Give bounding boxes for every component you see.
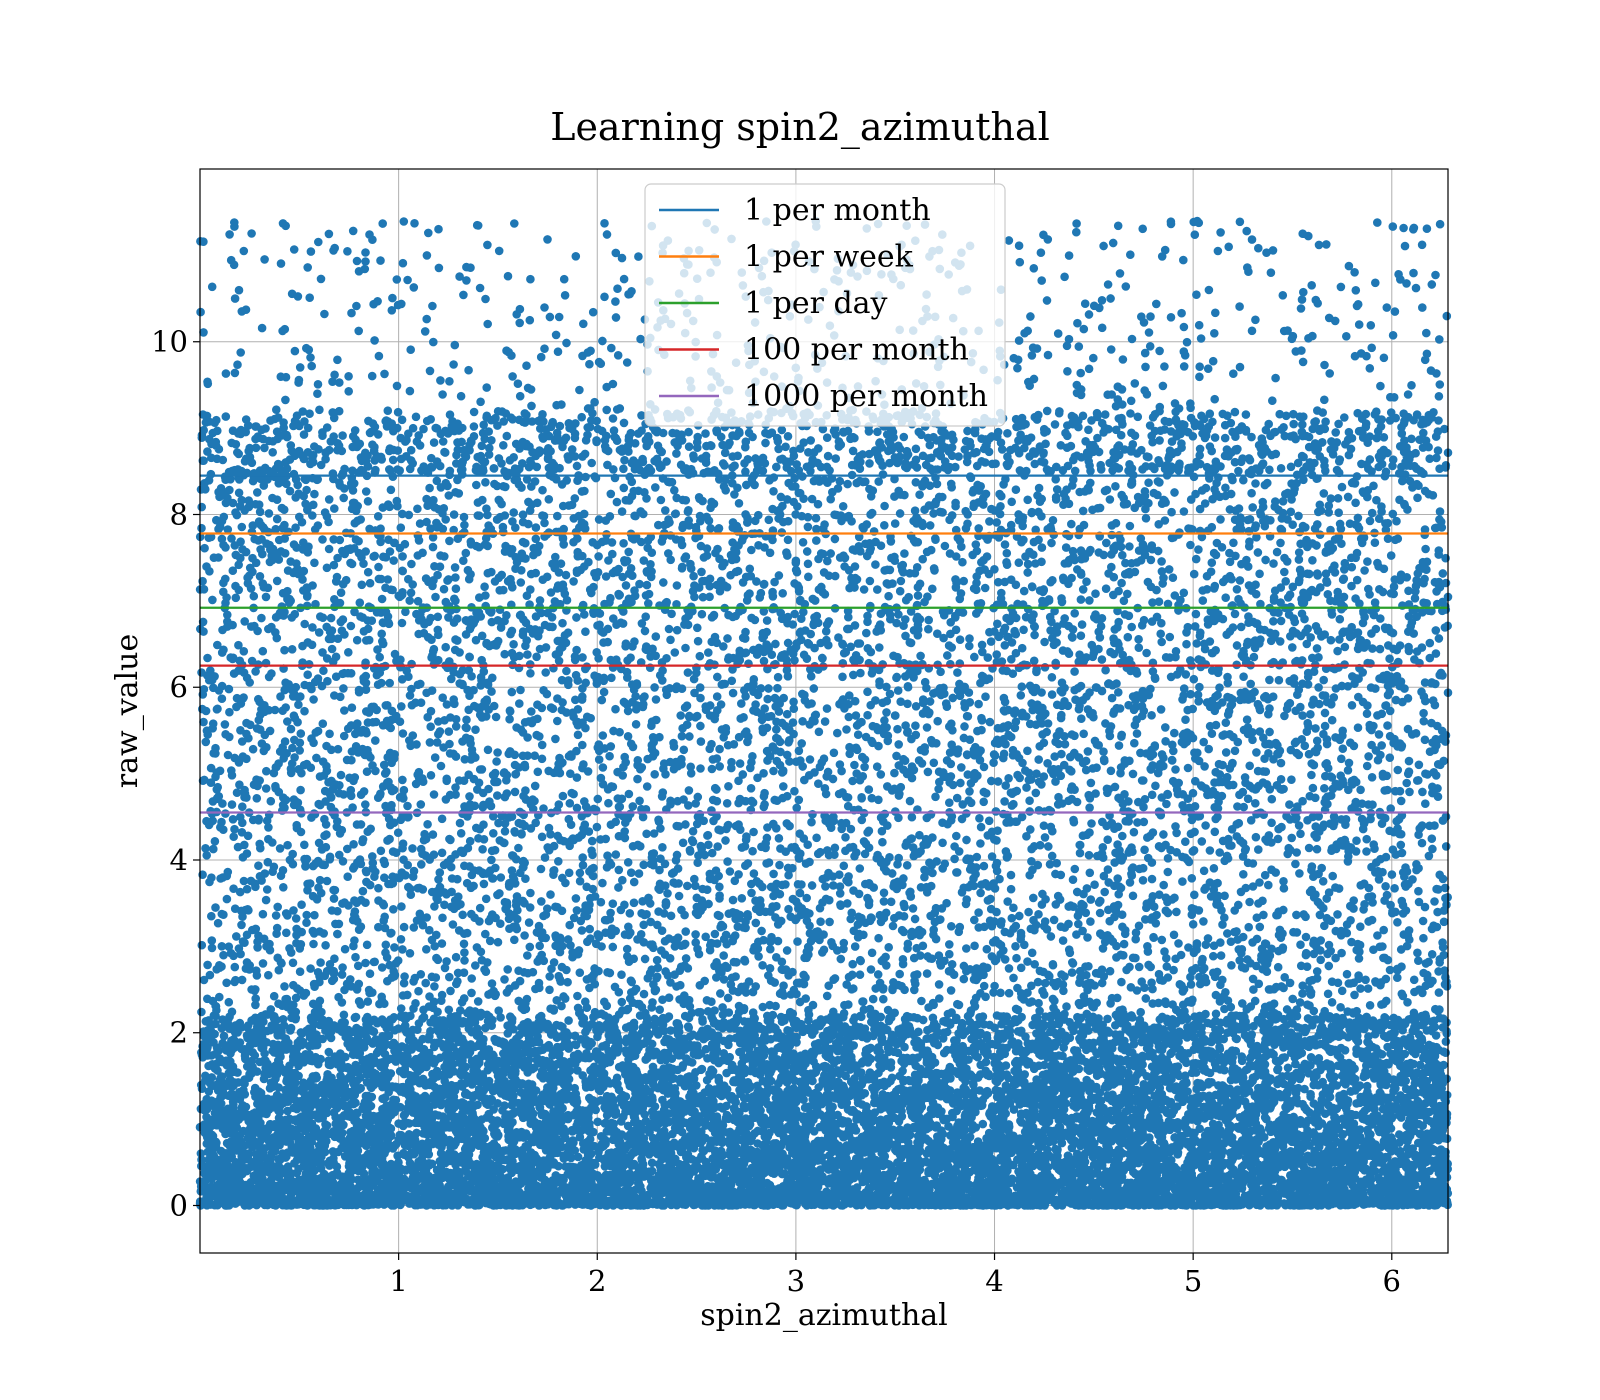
legend-box: [644, 183, 1006, 427]
y-axis-ticks: 0 2 4 6 8 10: [151, 325, 200, 1222]
legend-label: 1000 per month: [744, 379, 988, 414]
y-tick-label: 0: [170, 1188, 188, 1222]
x-tick-label: 1: [389, 1264, 407, 1298]
legend-label: 1 per day: [744, 286, 888, 321]
x-axis-label: spin2_azimuthal: [700, 1298, 948, 1333]
chart-title: Learning spin2_azimuthal: [550, 105, 1050, 150]
x-tick-label: 4: [985, 1264, 1003, 1298]
legend-label: 1 per week: [744, 240, 914, 275]
legend-items: 1 per month 1 per week 1 per day 100 per mo…: [659, 193, 988, 414]
legend: 1 per month 1 per week 1 per day 100 per mo…: [644, 183, 1006, 427]
y-tick-label: 4: [170, 843, 188, 877]
threshold-lines: [200, 474, 1448, 814]
x-tick-label: 6: [1383, 1264, 1401, 1298]
y-tick-label: 6: [170, 670, 188, 704]
x-tick-label: 3: [787, 1264, 805, 1298]
x-tick-label: 2: [588, 1264, 606, 1298]
x-tick-label: 5: [1184, 1264, 1202, 1298]
legend-label: 1 per month: [744, 193, 931, 228]
y-axis-label: raw_value: [110, 634, 145, 788]
plot-frame: [199, 168, 1449, 1254]
legend-label: 100 per month: [744, 333, 969, 368]
x-axis-ticks: 1 2 3 4 5 6: [389, 1253, 1401, 1298]
y-tick-label: 2: [170, 1016, 188, 1050]
y-tick-label: 10: [151, 325, 188, 359]
y-tick-label: 8: [170, 497, 188, 531]
